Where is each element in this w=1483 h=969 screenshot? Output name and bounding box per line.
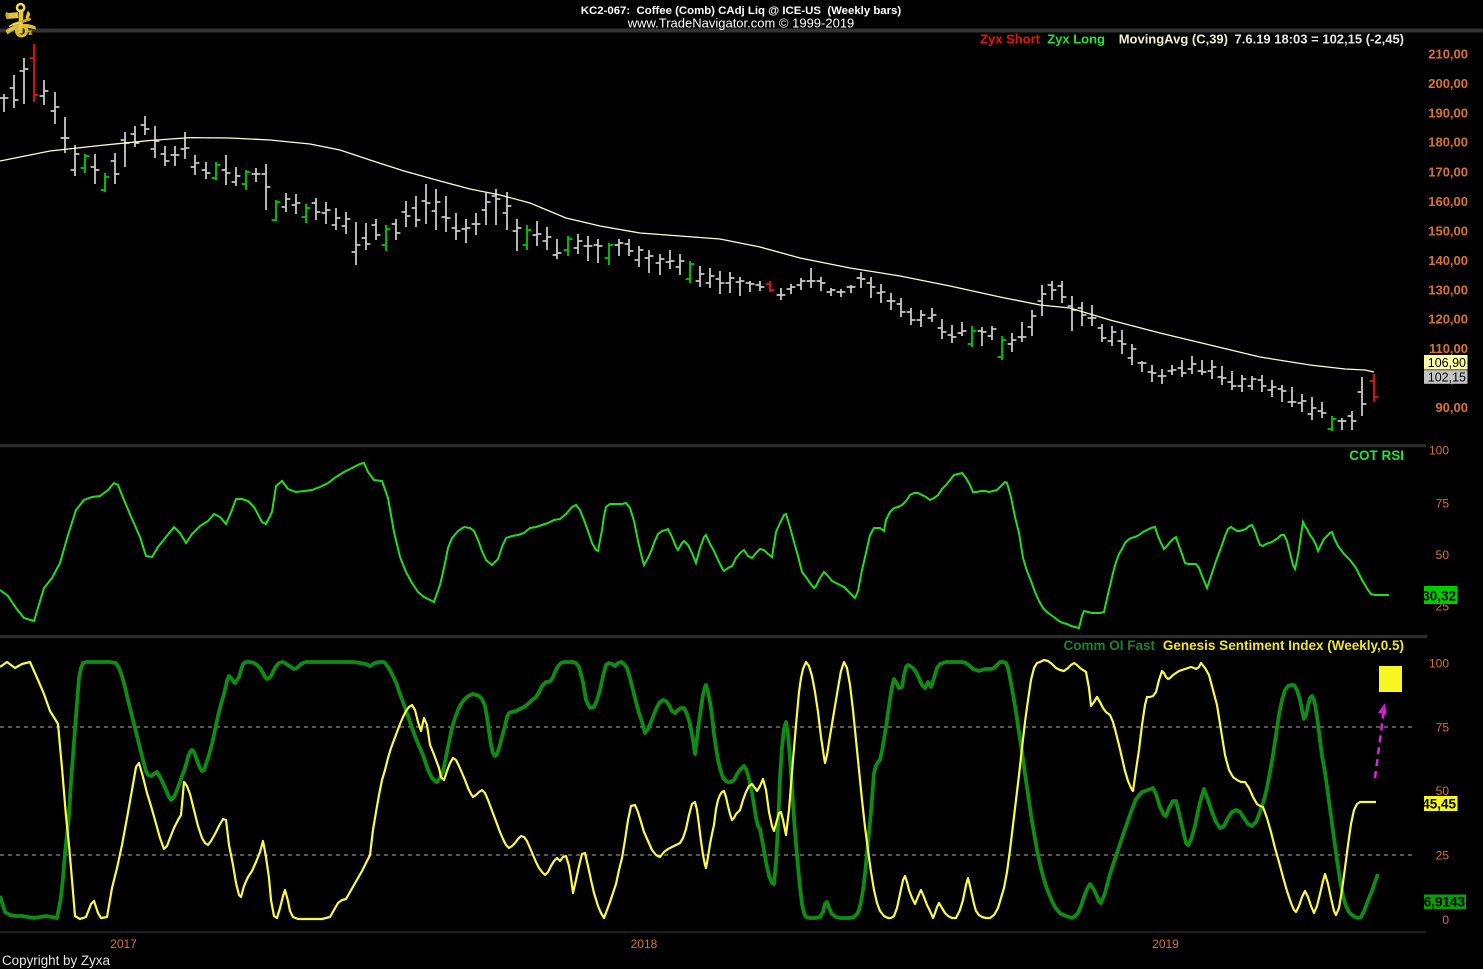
svg-text:7.6.19 18:03 = 102,15 (-2,45): 7.6.19 18:03 = 102,15 (-2,45) xyxy=(1235,32,1404,47)
svg-text:30,32: 30,32 xyxy=(1422,589,1456,604)
svg-text:180,00: 180,00 xyxy=(1428,135,1468,150)
svg-text:100: 100 xyxy=(1429,657,1449,671)
svg-text:90,00: 90,00 xyxy=(1435,400,1468,415)
svg-text:2018: 2018 xyxy=(631,937,658,951)
svg-text:75: 75 xyxy=(1436,721,1450,735)
svg-text:160,00: 160,00 xyxy=(1428,194,1468,209)
svg-text:MovingAvg (C,39): MovingAvg (C,39) xyxy=(1119,32,1228,47)
svg-text:COT RSI: COT RSI xyxy=(1349,448,1404,463)
svg-text:Copyright by Zyxa: Copyright by Zyxa xyxy=(2,953,110,968)
svg-text:102,15: 102,15 xyxy=(1428,371,1466,385)
svg-text:Zyx Short: Zyx Short xyxy=(980,32,1041,47)
svg-text:Comm OI Fast: Comm OI Fast xyxy=(1063,638,1155,653)
svg-text:50: 50 xyxy=(1436,548,1450,562)
svg-text:45,45: 45,45 xyxy=(1422,797,1456,812)
svg-text:2019: 2019 xyxy=(1152,937,1179,951)
svg-text:50: 50 xyxy=(1436,784,1450,798)
svg-text:130,00: 130,00 xyxy=(1428,283,1468,298)
svg-text:Zyx Long: Zyx Long xyxy=(1047,32,1105,47)
svg-text:190,00: 190,00 xyxy=(1428,106,1468,121)
svg-text:KC2-067: Coffee (Comb) CAdj L: KC2-067: Coffee (Comb) CAdj Liq @ ICE-US… xyxy=(581,5,902,17)
svg-text:25: 25 xyxy=(1436,849,1450,863)
svg-text:Genesis Sentiment Index (Weekl: Genesis Sentiment Index (Weekly,0.5) xyxy=(1163,638,1404,653)
svg-text:www.TradeNavigator.com © 1999-: www.TradeNavigator.com © 1999-2019 xyxy=(627,16,855,31)
svg-text:100: 100 xyxy=(1429,444,1449,458)
svg-text:140,00: 140,00 xyxy=(1428,253,1468,268)
svg-text:210,00: 210,00 xyxy=(1428,47,1468,62)
svg-text:110,00: 110,00 xyxy=(1429,341,1468,356)
svg-text:106,90: 106,90 xyxy=(1428,356,1466,370)
svg-text:6,9143: 6,9143 xyxy=(1424,895,1466,910)
svg-text:75: 75 xyxy=(1436,497,1450,511)
svg-text:200,00: 200,00 xyxy=(1428,76,1468,91)
svg-text:0: 0 xyxy=(1442,913,1449,927)
svg-text:2017: 2017 xyxy=(110,937,137,951)
svg-text:170,00: 170,00 xyxy=(1428,165,1468,180)
svg-text:150,00: 150,00 xyxy=(1428,224,1468,239)
svg-text:120,00: 120,00 xyxy=(1428,312,1468,327)
